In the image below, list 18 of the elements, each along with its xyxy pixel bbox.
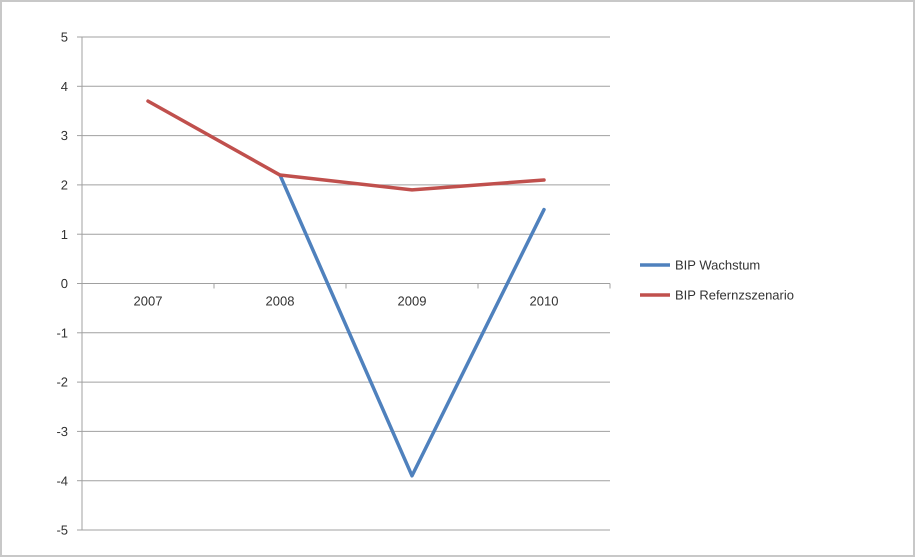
x-tick-label: 2009	[398, 294, 426, 308]
y-tick-label: 0	[60, 276, 68, 292]
y-tick-label: 3	[60, 128, 68, 144]
y-tick-label: -3	[56, 424, 68, 439]
legend-label: BIP Refernzszenario	[675, 288, 794, 303]
legend-label: BIP Wachstum	[675, 258, 760, 273]
y-tick-label: 2	[60, 177, 68, 192]
y-tick-label: -5	[56, 522, 68, 538]
line-series	[146, 99, 546, 192]
y-tick-label: -1	[56, 325, 68, 340]
y-tick-label: 5	[60, 30, 68, 45]
x-tick-label: 2007	[134, 294, 162, 308]
y-tick-label: 4	[60, 78, 68, 94]
y-tick-label: -2	[56, 374, 68, 390]
y-tick-label: -4	[56, 473, 68, 488]
y-tick-label: 1	[60, 226, 68, 242]
x-tick-label: 2008	[266, 294, 294, 308]
x-tick-label: 2010	[530, 294, 558, 308]
